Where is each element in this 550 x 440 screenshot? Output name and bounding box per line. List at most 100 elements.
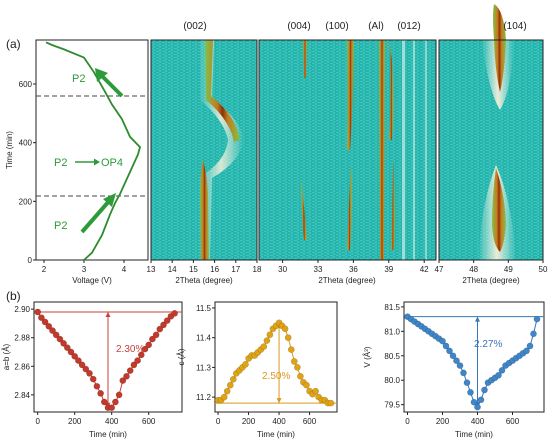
data-point xyxy=(56,335,64,343)
cell-volume-points xyxy=(404,313,541,411)
data-point xyxy=(86,369,93,377)
voltage-ylabel: Time (min) xyxy=(5,131,14,169)
data-point xyxy=(281,325,289,333)
xrd-map-2-band-2 xyxy=(413,40,415,260)
data-point xyxy=(38,314,45,322)
xrd-map-2-ticks: 30 33 36 39 42 xyxy=(278,260,429,274)
x-tick-label: 400 xyxy=(471,417,485,426)
arrow-head xyxy=(276,398,282,404)
y-tick-label: 2.86 xyxy=(14,362,30,371)
x-tick-label: 33 xyxy=(314,265,323,274)
data-point xyxy=(45,322,53,330)
data-point xyxy=(115,391,123,399)
data-point xyxy=(223,387,231,395)
data-point xyxy=(71,352,79,360)
arrow-discharge xyxy=(95,68,124,98)
xrd-map-2-panel: 30 33 36 39 42 2Theta (degree) (004) (100) (… xyxy=(258,21,437,285)
x-tick-label: 16 xyxy=(210,265,219,274)
phase-label-p2-top: P2 xyxy=(72,73,85,85)
data-point xyxy=(148,335,156,343)
data-point xyxy=(526,342,534,350)
data-point xyxy=(226,381,234,389)
data-point xyxy=(498,366,506,374)
x-tick-label: 200 xyxy=(436,417,450,426)
phase-label-p2-bottom: P2 xyxy=(54,220,67,232)
data-point xyxy=(481,386,488,394)
lattice-a-frame xyxy=(33,301,183,413)
x-tick-label: 30 xyxy=(278,265,287,274)
x-tick-label: 400 xyxy=(105,417,119,426)
data-point xyxy=(108,404,116,412)
cell-volume-ylabel: V (Å³) xyxy=(363,346,372,367)
data-point xyxy=(474,403,481,411)
xrd-map-3-frame xyxy=(438,39,544,261)
xrd-map-3-ticks: 47 48 49 50 xyxy=(435,260,548,274)
phase-label-op4: OP4 xyxy=(101,157,123,169)
data-point xyxy=(78,361,86,369)
data-point xyxy=(449,352,457,360)
data-point xyxy=(126,367,134,374)
data-point xyxy=(145,341,153,349)
x-tick-label: 600 xyxy=(303,417,317,426)
data-point xyxy=(119,377,127,384)
data-point xyxy=(137,351,145,359)
xrd-map-2-band-1 xyxy=(402,40,405,260)
x-tick-label: 3 xyxy=(82,265,87,274)
data-point xyxy=(134,357,141,364)
data-point xyxy=(312,387,319,395)
data-point xyxy=(141,345,149,353)
y-tick-label: 80.5 xyxy=(384,352,400,361)
xrd-map-1-frame xyxy=(150,39,258,261)
peak-label-100: (100) xyxy=(325,21,348,32)
data-point xyxy=(460,369,467,377)
y-tick-label: 600 xyxy=(19,80,33,89)
data-point xyxy=(52,331,60,339)
x-tick-label: 600 xyxy=(142,417,156,426)
y-tick-label: 11.4 xyxy=(196,334,212,343)
data-point xyxy=(287,346,295,353)
peak-label-004: (004) xyxy=(287,21,310,32)
xrd-map-2-xlabel: 2Theta (degree) xyxy=(318,276,376,285)
data-point xyxy=(284,334,292,342)
y-tick-label: 81.0 xyxy=(384,327,400,336)
data-point xyxy=(93,382,101,390)
voltage-frame xyxy=(35,39,149,261)
peak-label-104: (104) xyxy=(503,21,526,32)
data-point xyxy=(63,344,71,352)
arrow-charge xyxy=(80,193,116,234)
data-point xyxy=(112,398,119,406)
data-point xyxy=(463,379,471,387)
panel-label-a: (a) xyxy=(6,37,21,51)
voltage-curve xyxy=(45,41,142,261)
lattice-c-ylabel: c (Å) xyxy=(177,348,186,365)
x-tick-label: 15 xyxy=(189,265,198,274)
peak-label-012: (012) xyxy=(397,21,420,32)
cell-volume-frame xyxy=(403,301,545,413)
x-tick-label: 39 xyxy=(384,265,393,274)
x-tick-label: 200 xyxy=(68,417,82,426)
x-tick-label: 13 xyxy=(147,265,156,274)
data-point xyxy=(442,342,450,350)
xrd-map-2-frame xyxy=(258,39,437,261)
data-point xyxy=(303,381,310,389)
cell-volume-ticks: 0 200 400 600 79.5 80.0 80.5 81.0 81.5 xyxy=(384,303,519,426)
x-tick-label: 17 xyxy=(231,265,240,274)
x-tick-label: 48 xyxy=(469,265,478,274)
lattice-a-annotation: 2.30% xyxy=(116,344,144,355)
data-point xyxy=(467,388,474,396)
lattice-a-points xyxy=(34,308,178,412)
data-point xyxy=(49,327,56,334)
arrow-phase xyxy=(75,158,100,166)
y-tick-label: 400 xyxy=(19,139,33,148)
data-point xyxy=(290,358,298,365)
x-tick-label: 4 xyxy=(122,265,127,274)
y-tick-label: 80.0 xyxy=(384,376,400,385)
lattice-c-points xyxy=(214,319,335,407)
voltage-ticks: 2 3 4 0 200 400 600 xyxy=(19,80,127,274)
data-point xyxy=(533,315,541,323)
lattice-c-frame xyxy=(214,301,338,413)
x-tick-label: 0 xyxy=(35,417,40,426)
lattice-a-panel: 0 200 400 600 2.84 2.86 2.88 2.90 2.30% Time (m… xyxy=(2,301,183,439)
arrow-head xyxy=(105,312,111,317)
